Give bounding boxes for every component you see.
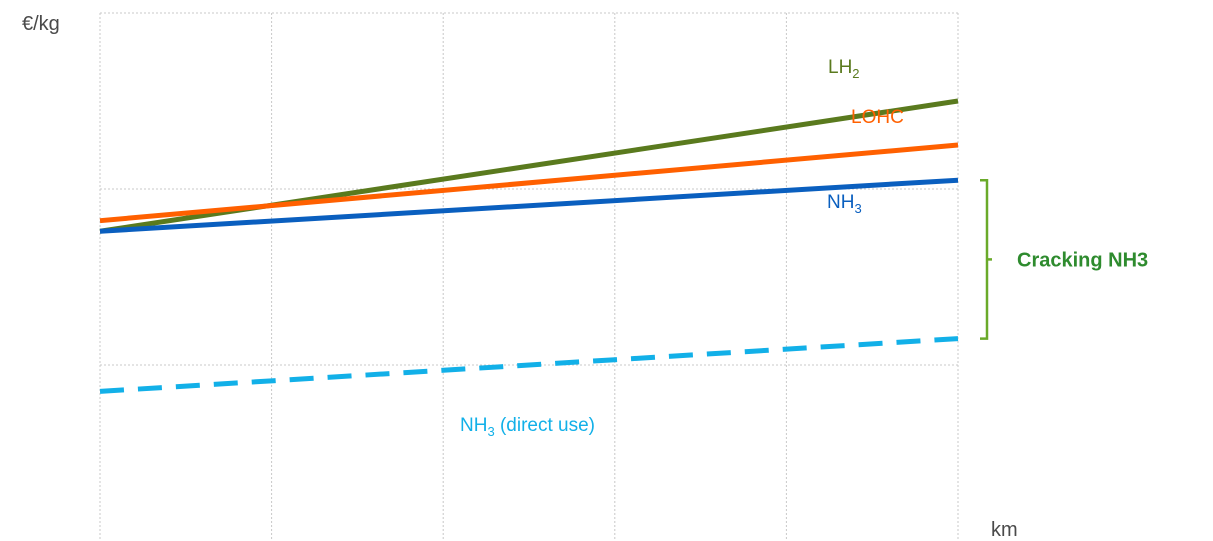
y-axis-label: €/kg: [22, 13, 60, 35]
series-line-nh3-direct-use: [99, 336, 959, 394]
series-label-nh3: NH3: [827, 192, 862, 216]
cracking-bracket: [980, 178, 989, 340]
gridlines: [99, 12, 959, 541]
x-axis-label: km: [991, 519, 1018, 541]
annotations: Cracking NH3: [980, 178, 1148, 340]
series-label-lh2: LH2: [828, 57, 860, 81]
series-line-nh3: [99, 177, 959, 234]
cracking-annotation-label: Cracking NH3: [1017, 249, 1148, 271]
series-label-lohc: LOHC: [851, 107, 904, 128]
series-labels: LH2 LOHC NH3 NH3 (direct use): [460, 57, 904, 439]
series-line-lohc: [99, 142, 959, 224]
series-lines: [99, 98, 959, 394]
series-label-nh3-direct-use: NH3 (direct use): [460, 415, 595, 439]
